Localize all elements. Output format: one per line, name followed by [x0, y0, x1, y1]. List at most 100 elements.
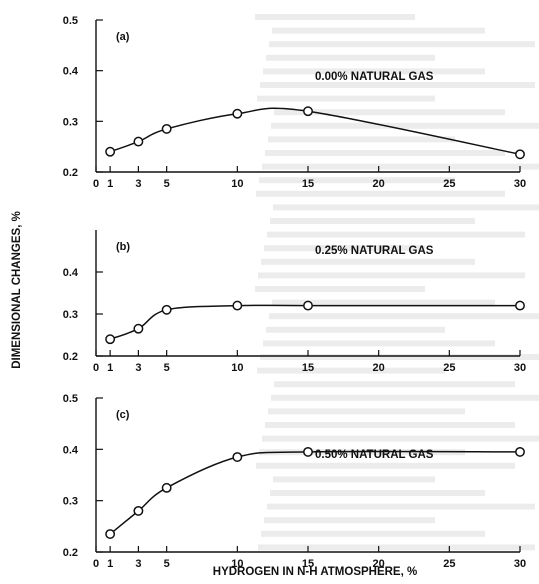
data-point — [303, 106, 313, 117]
x-tick-label: 15 — [302, 558, 314, 570]
bleed-through-line — [260, 82, 535, 88]
bleed-through-line — [265, 150, 505, 156]
data-point — [515, 149, 525, 160]
data-point — [161, 123, 172, 134]
bleed-through-line — [274, 381, 515, 388]
panel-label: (c) — [116, 409, 130, 421]
x-tick-label: 1 — [107, 178, 113, 190]
bleed-through-line — [258, 272, 525, 279]
data-point — [232, 108, 243, 119]
bleed-through-line — [272, 27, 485, 34]
bleed-through-line — [268, 408, 465, 415]
y-tick-label: 0.5 — [63, 393, 78, 405]
bleed-through-line — [258, 544, 535, 551]
x-tick-label: 30 — [514, 362, 526, 374]
data-point — [105, 334, 116, 345]
x-tick-label: 25 — [443, 362, 455, 374]
bleed-through-line — [264, 517, 435, 524]
bleed-through-line — [273, 476, 435, 483]
data-point — [161, 482, 172, 493]
x-tick-label: 5 — [164, 558, 170, 570]
y-tick-label: 0.2 — [63, 547, 78, 559]
bleed-through-line — [263, 68, 485, 75]
bleed-through-line — [266, 54, 435, 61]
x-tick-label: 0 — [93, 362, 99, 374]
bleed-through-line — [269, 313, 539, 320]
bleed-through-line — [263, 340, 495, 347]
x-tick-label: 15 — [302, 178, 314, 190]
bleed-through-line — [271, 122, 539, 129]
series-label: 0.00% NATURAL GAS — [315, 71, 434, 83]
x-tick-label: 25 — [443, 178, 455, 190]
bleed-through-line — [257, 95, 435, 102]
y-tick-label: 0.2 — [63, 167, 78, 179]
x-tick-label: 20 — [373, 558, 385, 570]
x-tick-label: 5 — [164, 362, 170, 374]
x-tick-label: 1 — [107, 558, 113, 570]
x-tick-label: 3 — [135, 558, 141, 570]
x-tick-label: 3 — [135, 178, 141, 190]
data-point — [133, 505, 144, 516]
panel-label: (a) — [116, 31, 130, 43]
y-tick-label: 0.3 — [63, 496, 78, 508]
y-axis-title: DIMENSIONAL CHANGES, % — [11, 211, 23, 369]
bleed-through-line — [270, 218, 475, 224]
bleed-through-line — [274, 109, 505, 116]
x-tick-label: 0 — [93, 558, 99, 570]
bleed-through-line — [267, 231, 525, 238]
bleed-through-line — [260, 354, 539, 360]
y-tick-label: 0.5 — [63, 15, 78, 27]
x-tick-label: 30 — [514, 558, 526, 570]
y-tick-label: 0.3 — [63, 309, 78, 321]
data-point — [161, 304, 172, 315]
x-axis-title: HYDROGEN IN N-H ATMOSPHERE, % — [213, 566, 417, 578]
y-tick-label: 0.3 — [63, 116, 78, 128]
bleed-through-line — [262, 163, 539, 170]
x-tick-label: 10 — [231, 178, 243, 190]
x-tick-label: 10 — [231, 558, 243, 570]
data-point — [232, 300, 243, 311]
bleed-through-line — [266, 326, 445, 333]
x-tick-label: 30 — [514, 178, 526, 190]
x-tick-label: 25 — [443, 558, 455, 570]
bleed-through-line — [262, 435, 539, 442]
data-point — [303, 300, 313, 311]
bleed-through-line — [272, 299, 495, 306]
x-tick-label: 20 — [373, 178, 385, 190]
data-point — [515, 300, 525, 311]
y-tick-label: 0.2 — [63, 351, 78, 363]
bleed-through-line — [255, 14, 415, 20]
bleed-through-line — [268, 136, 455, 143]
bleed-through-line — [265, 422, 515, 428]
bleed-through-line — [269, 41, 535, 48]
bleed-through-line — [256, 190, 505, 197]
x-tick-label: 0 — [93, 178, 99, 190]
data-point — [133, 323, 144, 334]
bleed-through-line — [270, 490, 485, 496]
y-tick-label: 0.4 — [63, 66, 79, 78]
panel-label: (b) — [116, 241, 130, 253]
bleed-through-line — [261, 258, 475, 265]
y-tick-label: 0.4 — [63, 267, 79, 279]
bleed-through-line — [256, 462, 515, 469]
bleed-through-line — [259, 177, 455, 184]
data-point — [133, 136, 144, 147]
panel: 0.20.30.40.50 1 3 5 10 15 20 25 30(c)0.50% NATUR… — [63, 393, 526, 570]
plot-area: 0.20.30.40 1 3 5 10 15 20 25 30(b) 0.25% NATURAL … — [63, 15, 526, 570]
x-tick-label: 10 — [231, 362, 243, 374]
bleed-through-line — [264, 245, 425, 252]
panel: 0.2 0.3 0.4 0 1 3 5 10 15 20 25 30 (b) 0.25% NATURAL … — [63, 230, 526, 374]
x-tick-label: 3 — [135, 362, 141, 374]
data-point — [232, 452, 243, 462]
x-tick-label: 5 — [164, 178, 170, 190]
x-tick-label: 15 — [302, 362, 314, 374]
data-point — [105, 529, 116, 539]
bleed-through-line — [261, 530, 485, 537]
data-point — [105, 146, 116, 157]
bleed-through-line — [255, 286, 425, 292]
series-label: 0.25% NATURAL GAS — [315, 245, 434, 257]
bleed-through-line — [267, 503, 535, 510]
bleed-through-line — [257, 367, 445, 374]
y-tick-label: 0.4 — [63, 444, 79, 456]
